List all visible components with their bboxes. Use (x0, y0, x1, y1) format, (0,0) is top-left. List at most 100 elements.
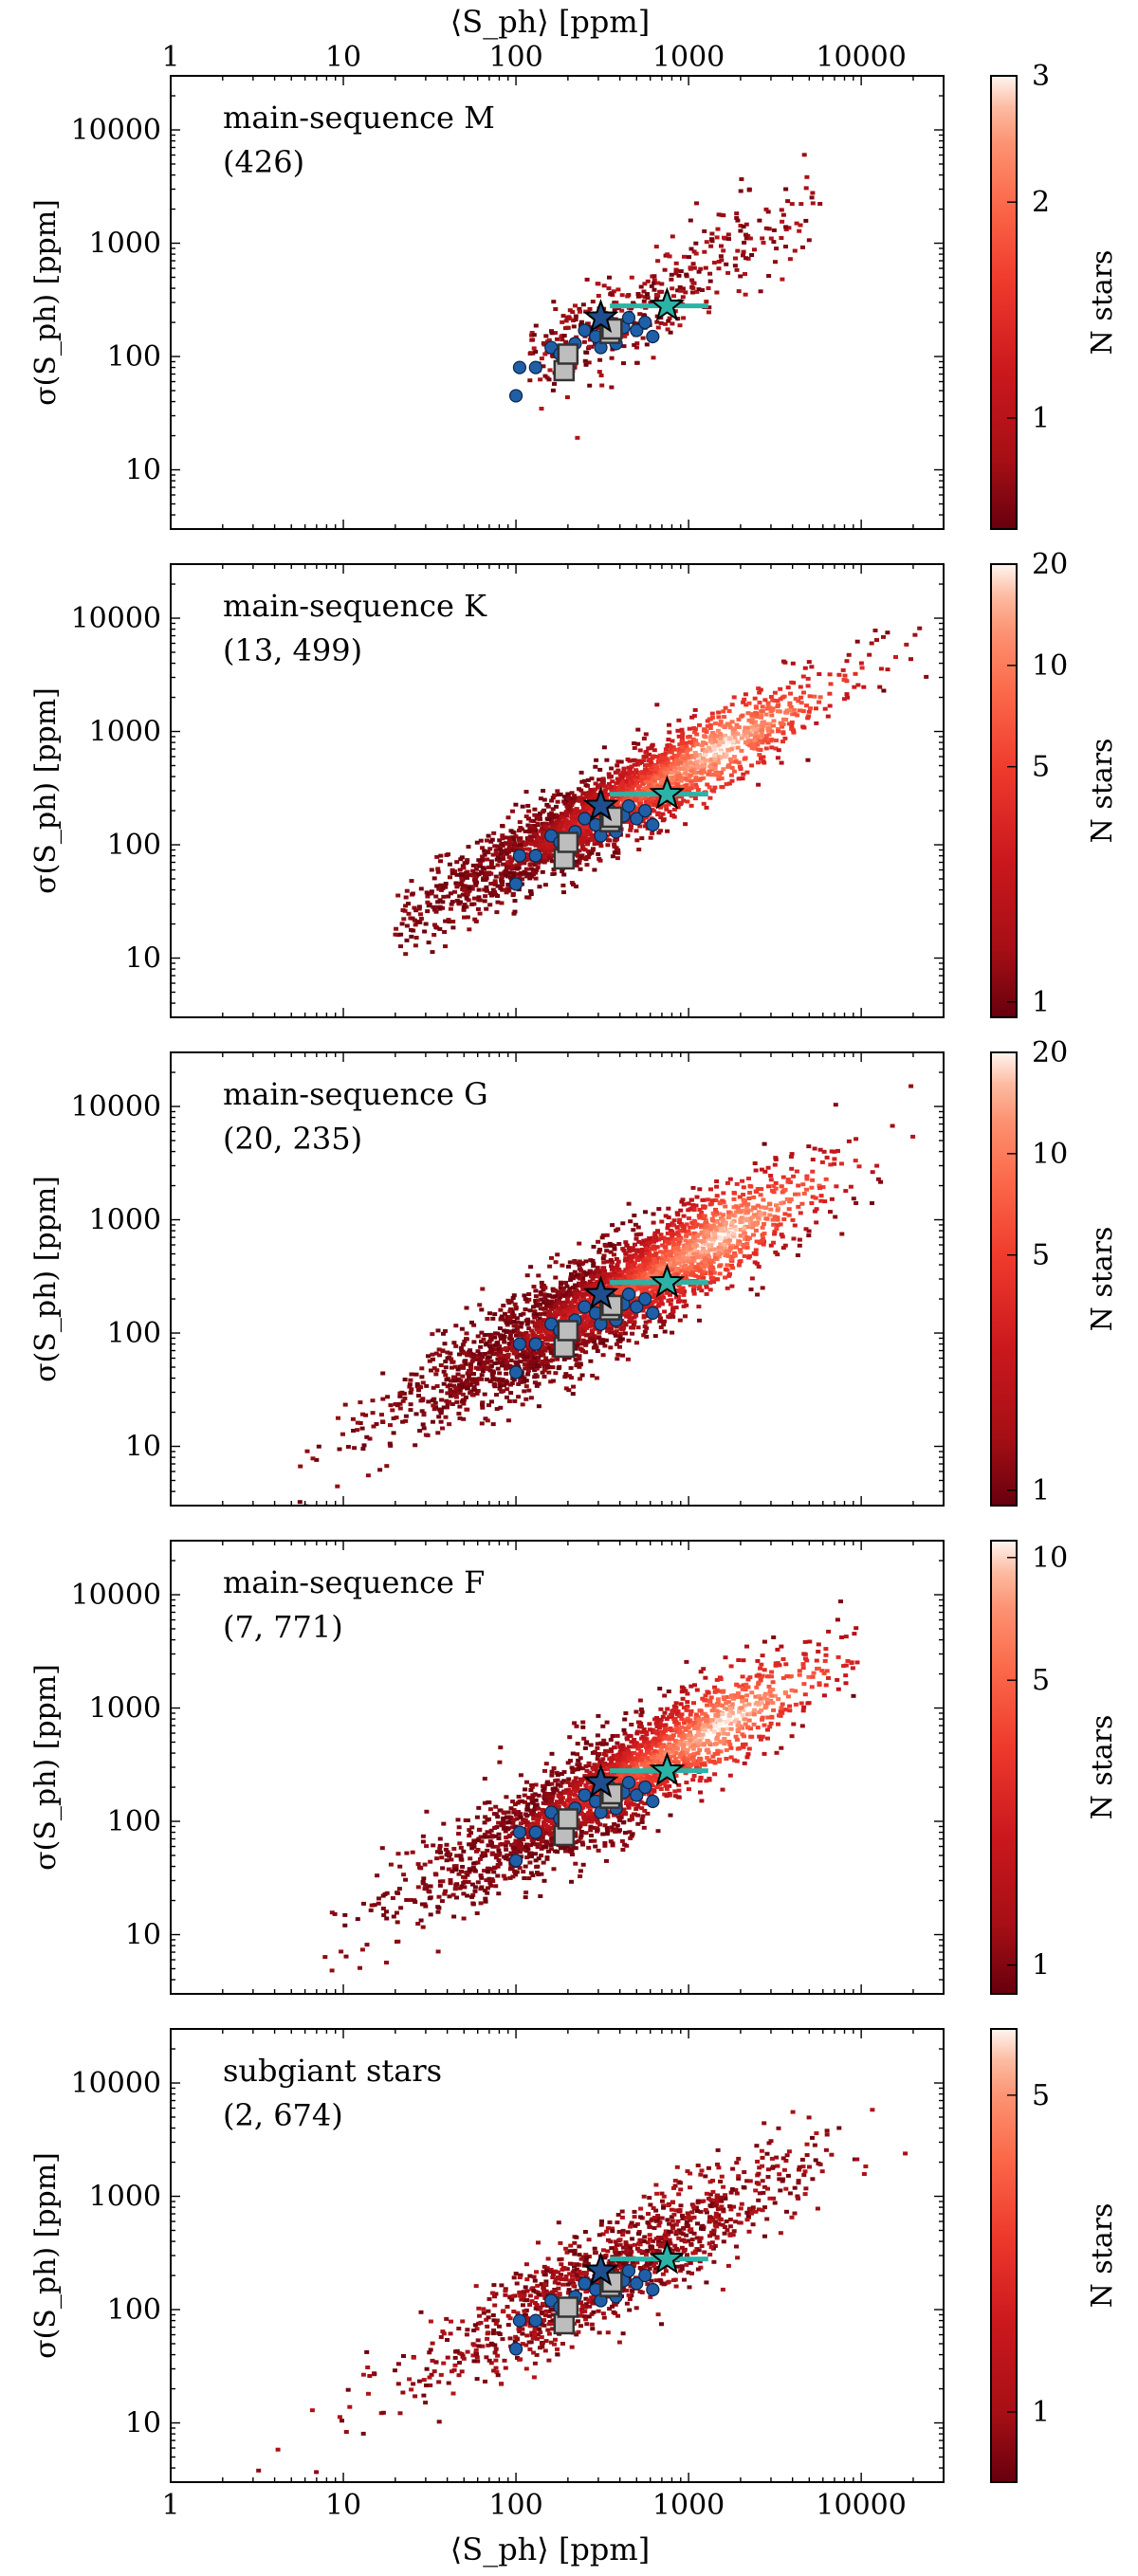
density-cell (628, 766, 633, 770)
density-cell (546, 817, 551, 821)
density-cell (509, 859, 514, 863)
density-cell (801, 675, 806, 679)
density-cell (646, 296, 651, 300)
density-cell (634, 361, 639, 365)
density-cell (668, 254, 672, 258)
density-cell (643, 768, 648, 772)
density-cell (543, 825, 548, 829)
density-cell (565, 395, 570, 399)
density-cell (457, 894, 462, 898)
density-cell (577, 798, 581, 802)
density-cell (706, 1197, 710, 1201)
density-cell (585, 806, 590, 810)
density-cell (409, 1408, 413, 1412)
density-cell (534, 868, 539, 872)
density-cell (442, 1370, 447, 1374)
density-cell (590, 851, 595, 855)
density-cell (716, 772, 721, 776)
density-cell (380, 1398, 385, 1401)
density-cell (693, 708, 698, 712)
density-cell (692, 1292, 697, 1296)
density-cell (645, 342, 650, 346)
density-cell (471, 873, 476, 877)
density-cell (480, 855, 485, 859)
density-cell (756, 760, 761, 764)
density-cell (832, 1157, 836, 1160)
density-cell (780, 208, 784, 211)
density-cell (586, 840, 591, 844)
density-cell (763, 738, 768, 741)
density-cell (570, 310, 575, 314)
density-cell (466, 890, 470, 894)
colorbar (991, 564, 1017, 1017)
density-cell (394, 927, 398, 931)
density-cell (441, 895, 446, 899)
density-cell (707, 718, 712, 722)
density-cell (527, 378, 532, 382)
density-cell (621, 772, 626, 776)
density-cell (874, 638, 879, 642)
density-cell (542, 798, 547, 802)
density-cell (702, 802, 707, 806)
density-cell (601, 1353, 606, 1357)
density-cell (575, 436, 579, 440)
density-cell (678, 289, 683, 293)
density-cell (631, 1325, 635, 1329)
density-cell (734, 211, 739, 215)
density-cell (517, 839, 522, 843)
density-cell (453, 1324, 458, 1327)
density-cell (450, 903, 454, 906)
density-cell (769, 237, 774, 241)
density-cell (890, 1124, 895, 1128)
density-cell (404, 896, 409, 900)
colorbar-tick-label: 3 (1032, 60, 1050, 93)
density-cell (774, 1227, 779, 1231)
density-cell (602, 283, 607, 287)
density-cell (777, 748, 781, 752)
density-cell (583, 1259, 588, 1263)
density-cell (560, 869, 564, 873)
panel-title: main-sequence K (223, 588, 487, 624)
density-cell (836, 673, 841, 677)
density-cell (674, 755, 679, 758)
density-cell (591, 300, 596, 303)
density-cell (646, 746, 651, 750)
density-cell (460, 1327, 465, 1331)
density-cell (579, 1273, 584, 1277)
density-cell (693, 771, 698, 775)
density-cell (398, 944, 403, 948)
density-cell (503, 887, 507, 891)
density-cell (710, 1276, 715, 1280)
density-cell (413, 943, 418, 947)
density-cell (759, 1193, 763, 1197)
density-cell (634, 1341, 639, 1344)
density-cell (439, 1389, 444, 1393)
density-cell (477, 888, 482, 892)
density-cell (645, 780, 650, 784)
density-cell (555, 789, 560, 793)
density-cell (681, 316, 686, 320)
density-cell (810, 192, 815, 195)
density-cell (533, 350, 538, 354)
density-cell (597, 294, 601, 298)
density-cell (516, 1395, 521, 1398)
density-cell (541, 810, 545, 813)
density-cell (672, 808, 677, 812)
blue-circle-marker (622, 312, 634, 324)
density-cell (742, 225, 746, 228)
density-cell (664, 747, 669, 751)
density-cell (636, 787, 641, 791)
density-cell (718, 751, 723, 755)
density-cell (738, 229, 743, 233)
y-tick-label: 100 (107, 829, 161, 862)
density-cell (826, 715, 831, 719)
density-cell (735, 219, 740, 223)
density-cell (652, 748, 657, 752)
density-cell (573, 303, 578, 307)
density-cell (568, 1260, 573, 1264)
density-cell (766, 729, 771, 733)
density-cell (593, 765, 597, 769)
density-cell (431, 1420, 435, 1424)
density-cell (550, 331, 555, 335)
density-cell (743, 1254, 747, 1258)
